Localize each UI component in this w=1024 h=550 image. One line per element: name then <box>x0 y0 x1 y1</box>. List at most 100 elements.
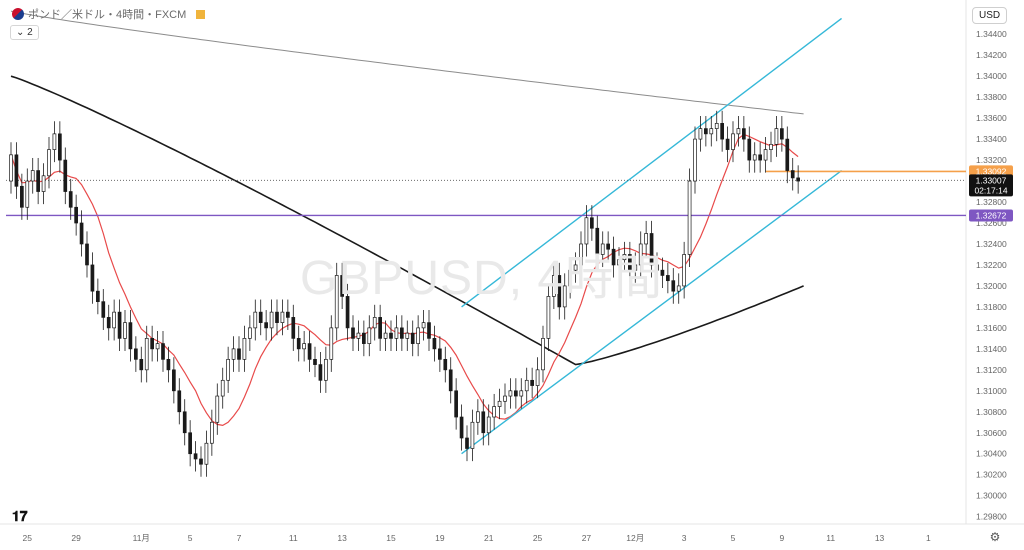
candle <box>112 311 116 329</box>
candle <box>666 275 670 282</box>
candle <box>90 264 95 292</box>
candle <box>704 128 708 135</box>
candle <box>687 180 692 255</box>
candle <box>144 338 149 371</box>
candle <box>340 275 344 297</box>
current-price-tag-bg <box>969 174 1013 197</box>
chevron-icon: ⌄ <box>16 27 25 38</box>
candle <box>742 128 746 140</box>
candle <box>204 442 209 465</box>
candle <box>177 390 182 413</box>
candle <box>400 327 404 339</box>
y-tick-label: 1.32600 <box>976 218 1007 228</box>
candle <box>30 170 35 182</box>
candle <box>128 322 133 350</box>
indicator-toggle[interactable]: ⌄ 2 <box>10 25 39 40</box>
tradingview-logo-icon[interactable]: 𝟏𝟕 <box>12 508 28 524</box>
candle <box>568 269 572 287</box>
candle <box>248 327 252 339</box>
candle <box>139 358 144 371</box>
candle <box>541 338 545 371</box>
candle <box>438 348 442 360</box>
y-tick-label: 1.31200 <box>976 365 1007 375</box>
candle <box>253 311 258 329</box>
candle <box>313 358 317 365</box>
candle <box>573 264 578 271</box>
currency-button[interactable]: USD <box>972 7 1008 24</box>
candle <box>758 154 762 161</box>
candle <box>155 343 160 350</box>
candle <box>264 322 268 329</box>
candle <box>410 332 415 344</box>
x-tick-label: 11 <box>826 533 835 543</box>
candle <box>389 332 393 339</box>
y-tick-label: 1.30000 <box>976 491 1007 501</box>
candle <box>68 191 73 208</box>
candle <box>52 133 57 150</box>
x-tick-label: 13 <box>337 533 347 543</box>
candle <box>237 348 241 360</box>
candle <box>123 322 127 339</box>
y-tick-label: 1.33200 <box>976 155 1007 165</box>
candle <box>85 243 89 266</box>
y-tick-label: 1.32800 <box>976 197 1007 207</box>
candle <box>476 411 480 423</box>
favorite-icon[interactable] <box>196 9 206 19</box>
candle <box>134 348 138 360</box>
channel-upper-line <box>461 17 842 308</box>
y-tick-label: 1.33800 <box>976 92 1007 102</box>
orange-price-tag: 1.33092 <box>976 166 1007 176</box>
candle <box>96 290 100 303</box>
candle <box>785 138 790 171</box>
ma-gray-line <box>10 10 804 115</box>
candle <box>166 358 171 371</box>
candle <box>383 332 388 339</box>
candle <box>41 175 46 192</box>
candle <box>503 395 507 402</box>
x-tick-label: 11 <box>289 533 298 543</box>
settings-gear-icon[interactable]: ⚙ <box>989 530 1001 544</box>
x-tick-label: 3 <box>682 533 687 543</box>
candle <box>182 411 187 434</box>
candle <box>367 327 372 344</box>
candle <box>25 180 30 208</box>
candle <box>720 123 724 140</box>
candle <box>443 358 448 371</box>
candle <box>172 369 176 392</box>
candle <box>546 296 551 339</box>
x-tick-label: 13 <box>875 533 885 543</box>
y-tick-label: 1.34400 <box>976 29 1007 39</box>
candle <box>302 343 306 350</box>
candle <box>617 259 621 266</box>
y-tick-label: 1.30600 <box>976 428 1007 438</box>
candle <box>394 327 399 339</box>
candle <box>530 379 534 386</box>
candle <box>291 317 296 339</box>
candle <box>296 338 301 350</box>
chart-title[interactable]: ポンド／米ドル・4時間・FXCM <box>12 6 206 22</box>
y-tick-label: 1.34200 <box>976 50 1007 60</box>
x-tick-label: 25 <box>23 533 33 543</box>
candle <box>725 138 730 150</box>
candle <box>628 254 632 271</box>
candle <box>334 275 339 329</box>
x-tick-label: 11月 <box>133 533 150 543</box>
candle <box>671 280 676 292</box>
x-tick-label: 25 <box>533 533 543 543</box>
candle <box>345 296 350 329</box>
y-tick-label: 1.29800 <box>976 512 1007 522</box>
current-price-tag: 1.33007 <box>976 175 1007 185</box>
channel-lower-line <box>461 169 842 455</box>
x-tick-label: 1 <box>926 533 931 543</box>
x-tick-label: 15 <box>386 533 396 543</box>
x-tick-label: 27 <box>582 533 592 543</box>
candle <box>649 233 654 266</box>
candle <box>481 411 486 434</box>
candle <box>210 421 214 444</box>
candle <box>280 311 285 323</box>
candle <box>698 128 703 140</box>
candle <box>714 123 719 129</box>
candle <box>329 327 334 360</box>
candle <box>584 217 589 245</box>
